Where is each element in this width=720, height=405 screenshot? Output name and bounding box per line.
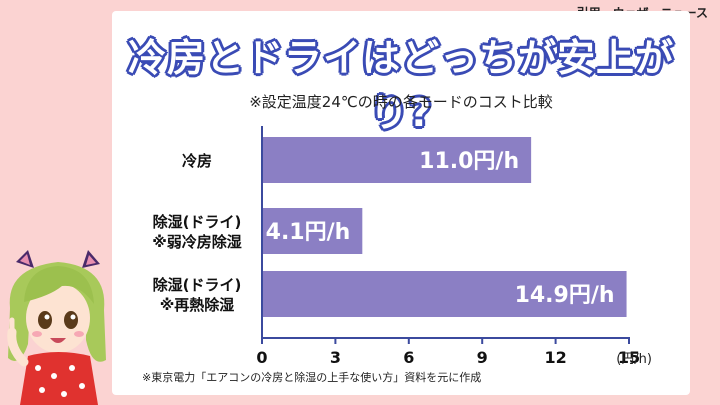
bar-chart: 11.0円/h 冷房 4.1円/h 除湿(ドライ) ※弱冷房除湿 14.9円/h 除湿(ドラ… xyxy=(152,126,652,367)
source-note: ※東京電力「エアコンの冷房と除湿の上手な使い方」資料を元に作成 xyxy=(142,371,482,384)
data-label: 14.9円/h xyxy=(515,283,615,308)
bar xyxy=(262,208,363,254)
bar xyxy=(262,137,532,183)
x-tick-label: 3 xyxy=(330,348,341,367)
category-label: 除湿(ドライ) xyxy=(153,276,242,294)
x-tick-label: 15 xyxy=(618,348,640,367)
chart-title: 冷房とドライはどっちが安上がり? xyxy=(127,36,674,135)
x-tick-label: 9 xyxy=(477,348,488,367)
data-label: 4.1円/h xyxy=(266,220,351,245)
chart-card: 冷房とドライはどっちが安上がり? ※設定温度24℃の時の各モードのコスト比較 1… xyxy=(112,11,690,395)
chart-subtitle: ※設定温度24℃の時の各モードのコスト比較 xyxy=(249,93,553,111)
x-tick-label: 12 xyxy=(544,348,566,367)
category-label: ※弱冷房除湿 xyxy=(152,233,242,251)
data-label: 11.0円/h xyxy=(419,149,519,174)
category-label: 冷房 xyxy=(182,152,212,170)
girl-illustration xyxy=(7,250,106,405)
bar xyxy=(262,271,627,317)
x-unit-label: (円/h) xyxy=(616,352,652,367)
x-tick-label: 0 xyxy=(256,348,267,367)
category-label: 除湿(ドライ) xyxy=(153,213,242,231)
category-label: ※再熱除湿 xyxy=(160,296,235,314)
x-tick-label: 6 xyxy=(403,348,414,367)
